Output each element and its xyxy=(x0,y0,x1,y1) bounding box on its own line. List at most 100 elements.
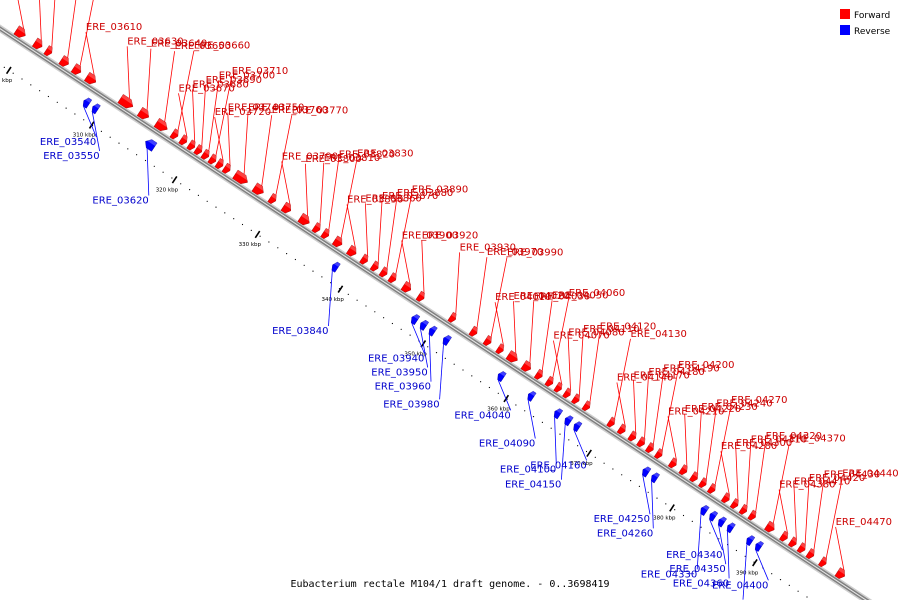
gene-label: ERE_04040 xyxy=(454,410,510,421)
minor-tick xyxy=(127,148,128,149)
gene-label: ERE_03610 xyxy=(86,22,142,33)
gene-label: ERE_04340 xyxy=(666,550,722,561)
gene-label: ERE_04150 xyxy=(505,480,561,491)
minor-tick xyxy=(771,573,772,574)
gene-feature[interactable] xyxy=(725,521,736,533)
gene-leader-line xyxy=(39,0,41,40)
gene-leader-line xyxy=(347,204,355,247)
gene-feature[interactable] xyxy=(496,370,507,382)
gene-leader-line xyxy=(706,409,716,480)
minor-tick xyxy=(436,352,437,353)
minor-tick xyxy=(233,218,234,219)
gene-leader-line xyxy=(320,163,324,224)
minor-tick xyxy=(401,329,402,330)
gene-leader-line xyxy=(643,476,650,515)
minor-tick xyxy=(154,166,155,167)
gene-leader-line xyxy=(555,417,557,464)
minor-tick xyxy=(639,486,640,487)
gene-leader-line xyxy=(530,301,534,362)
minor-tick xyxy=(39,90,40,91)
minor-tick xyxy=(480,381,481,382)
gene-feature[interactable] xyxy=(552,407,563,419)
gene-leader-line xyxy=(590,332,600,403)
minor-tick xyxy=(4,67,5,68)
gene-feature[interactable] xyxy=(526,390,537,402)
gene-feature[interactable] xyxy=(707,510,718,522)
minor-tick xyxy=(251,230,252,231)
gene-feature[interactable] xyxy=(81,96,92,108)
minor-tick xyxy=(612,468,613,469)
gene-leader-line xyxy=(305,164,307,216)
gene-feature[interactable] xyxy=(572,420,583,432)
legend: Forward Reverse xyxy=(840,9,891,37)
gene-feature[interactable] xyxy=(563,414,574,426)
gene-leader-line xyxy=(193,89,195,141)
gene-leader-line xyxy=(429,335,431,382)
minor-tick xyxy=(454,364,455,365)
legend-forward-label: Forward xyxy=(854,11,890,21)
gene-feature[interactable] xyxy=(698,504,709,516)
minor-tick xyxy=(189,189,190,190)
minor-tick xyxy=(136,154,137,155)
gene-leader-line xyxy=(568,337,570,389)
minor-tick xyxy=(701,527,702,528)
gene-leader-line xyxy=(329,159,339,230)
gene-leader-line xyxy=(579,334,583,395)
minor-tick xyxy=(357,300,358,301)
minor-tick xyxy=(383,317,384,318)
gene-feature[interactable] xyxy=(90,102,101,114)
gene-label: ERE_04200 xyxy=(678,360,734,371)
gene-leader-line xyxy=(52,0,56,47)
gene-feature[interactable] xyxy=(640,465,651,477)
gene-leader-line xyxy=(477,257,487,328)
gene-leader-line xyxy=(528,400,535,439)
gene-feature[interactable] xyxy=(753,540,764,552)
minor-tick xyxy=(471,375,472,376)
minor-tick xyxy=(180,183,181,184)
minor-tick xyxy=(83,119,84,120)
gene-label: ERE_03620 xyxy=(92,196,148,207)
minor-tick xyxy=(110,137,111,138)
gene-feature[interactable] xyxy=(409,313,420,325)
gene-leader-line xyxy=(422,241,424,293)
minor-tick xyxy=(145,160,146,161)
minor-tick xyxy=(295,259,296,260)
gene-features[interactable] xyxy=(14,26,848,581)
gene-feature[interactable] xyxy=(418,319,429,331)
gene-leader-line xyxy=(127,46,129,98)
gene-feature[interactable] xyxy=(744,534,755,546)
gene-feature[interactable] xyxy=(649,471,660,483)
minor-tick xyxy=(445,358,446,359)
gene-label: ERE_03840 xyxy=(272,326,328,337)
gene-feature[interactable] xyxy=(427,325,438,337)
tick-label: 380 kbp xyxy=(653,516,676,522)
gene-feature[interactable] xyxy=(143,137,157,151)
minor-tick xyxy=(515,404,516,405)
minor-tick xyxy=(207,201,208,202)
minor-tick xyxy=(789,585,790,586)
minor-tick xyxy=(30,84,31,85)
minor-tick xyxy=(13,73,14,74)
minor-tick xyxy=(595,457,596,458)
tick-label: 320 kbp xyxy=(156,187,179,193)
gene-leader-line xyxy=(179,93,187,136)
gene-leader-line xyxy=(553,341,561,384)
gene-leader-line xyxy=(721,451,729,494)
gene-leader-line xyxy=(736,448,738,500)
legend-reverse-label: Reverse xyxy=(854,27,891,37)
gene-leader-line xyxy=(282,161,290,204)
minor-tick xyxy=(586,451,587,452)
gene-leader-line xyxy=(262,115,272,186)
minor-tick xyxy=(171,177,172,178)
gene-feature[interactable] xyxy=(716,516,727,528)
gene-leader-line xyxy=(165,51,175,122)
minor-tick xyxy=(798,591,799,592)
gene-label: ERE_03950 xyxy=(371,368,427,379)
minor-tick xyxy=(286,253,287,254)
gene-feature[interactable] xyxy=(330,261,341,273)
gene-label: ERE_03550 xyxy=(43,151,99,162)
tick-label: 330 kbp xyxy=(239,242,262,248)
gene-feature[interactable] xyxy=(441,334,452,346)
tick-label: 340 kbp xyxy=(321,297,344,303)
